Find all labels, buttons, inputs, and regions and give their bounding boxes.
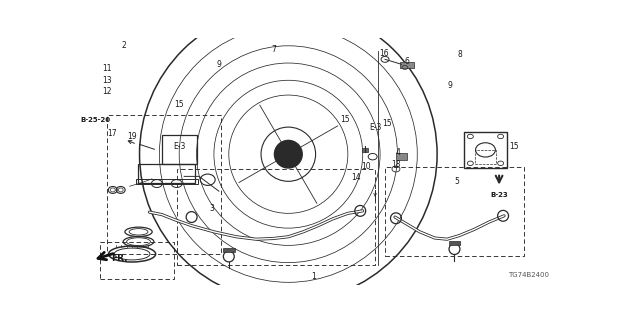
Text: 17: 17: [108, 129, 117, 138]
Text: 3: 3: [209, 204, 214, 213]
Text: 15: 15: [340, 115, 350, 124]
Text: 1: 1: [311, 272, 316, 281]
Text: 8: 8: [457, 50, 462, 59]
Text: 11: 11: [102, 64, 112, 73]
Text: 14: 14: [351, 173, 361, 182]
Bar: [177, 169, 375, 265]
Bar: [108, 115, 221, 254]
Text: E-3: E-3: [369, 123, 382, 132]
Text: 4: 4: [396, 148, 401, 157]
Bar: [223, 248, 235, 252]
Text: TG74B2400: TG74B2400: [508, 272, 549, 278]
Bar: [400, 61, 414, 68]
Text: 2: 2: [121, 41, 126, 50]
Text: 12: 12: [102, 87, 112, 96]
Text: 18: 18: [392, 160, 401, 169]
Bar: [136, 179, 198, 184]
Text: 6: 6: [405, 57, 410, 66]
Text: 9: 9: [216, 60, 221, 69]
Bar: [385, 166, 524, 256]
Text: 7: 7: [271, 45, 276, 54]
Bar: [475, 150, 496, 164]
Text: 9: 9: [447, 81, 452, 90]
Bar: [362, 148, 368, 152]
Text: B-23: B-23: [490, 192, 508, 198]
Bar: [449, 241, 460, 244]
Text: 10: 10: [361, 162, 371, 171]
Bar: [162, 135, 196, 164]
Bar: [100, 242, 174, 279]
Bar: [396, 154, 408, 160]
Text: B-25-20: B-25-20: [81, 117, 111, 123]
Bar: [138, 164, 195, 183]
Text: 5: 5: [454, 177, 459, 186]
Text: 15: 15: [382, 119, 392, 128]
Text: E-3: E-3: [173, 142, 186, 151]
Text: 15: 15: [174, 100, 184, 109]
Text: 13: 13: [102, 76, 112, 85]
Text: FR.: FR.: [111, 254, 128, 263]
Bar: [465, 132, 507, 168]
Text: 16: 16: [380, 49, 389, 58]
Text: 15: 15: [509, 142, 519, 151]
Ellipse shape: [275, 140, 302, 168]
Text: 19: 19: [127, 132, 137, 141]
